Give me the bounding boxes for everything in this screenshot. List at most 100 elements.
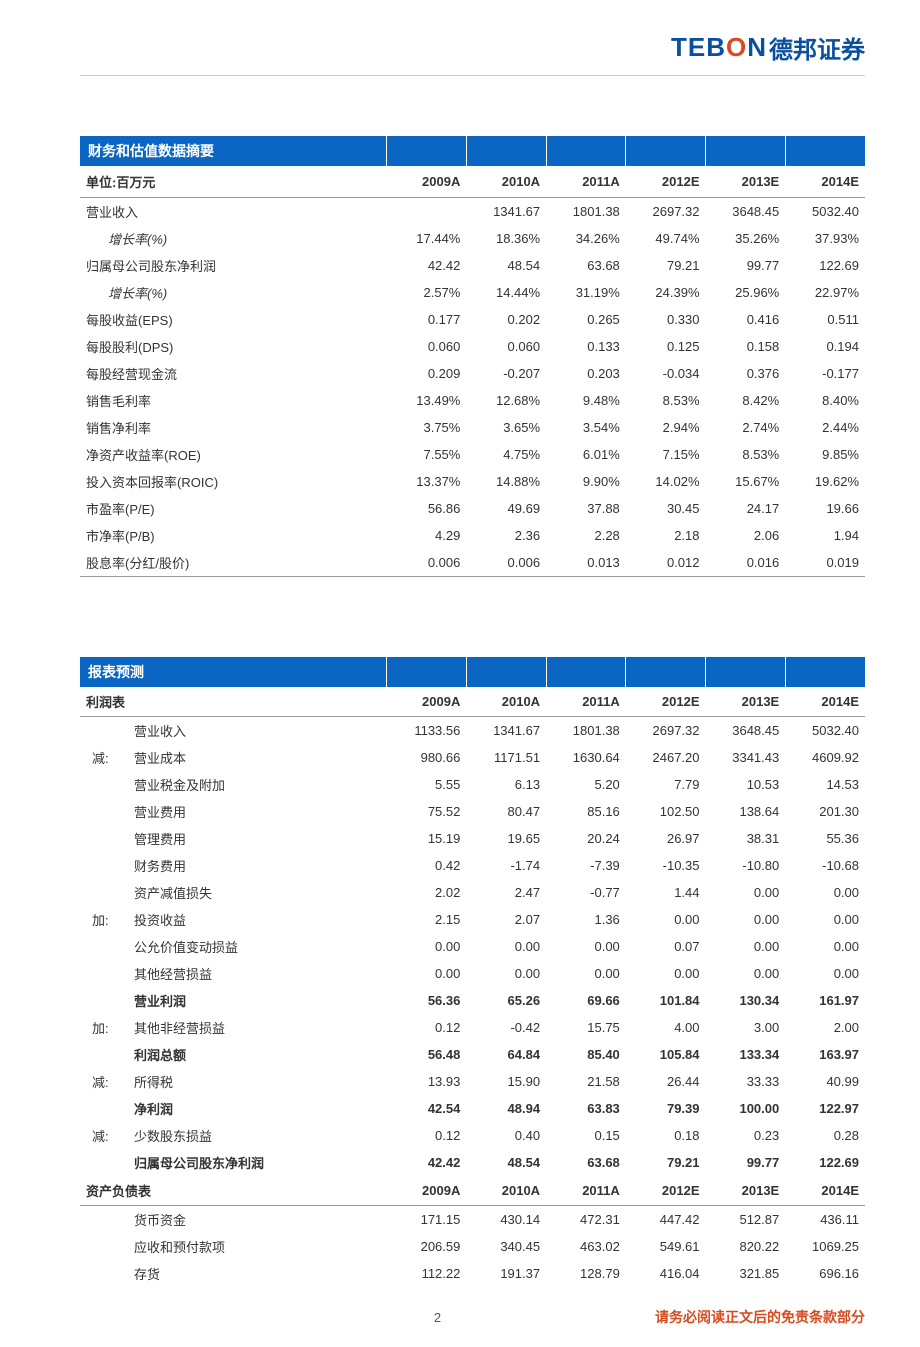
row-label: 增长率(%) [80, 225, 387, 252]
cell-value: 2.28 [546, 522, 626, 549]
cell-value: 3.75% [387, 414, 467, 441]
cell-value: 42.42 [387, 1149, 467, 1176]
cell-value: 14.88% [466, 468, 546, 495]
row-label-text: 其他经营损益 [134, 967, 212, 982]
cell-value: 13.93 [387, 1068, 467, 1095]
table-row: 销售毛利率13.49%12.68%9.48%8.53%8.42%8.40% [80, 387, 865, 414]
row-label: 其他经营损益 [80, 960, 387, 987]
cell-value: 5032.40 [785, 198, 865, 226]
row-label: 减:所得税 [80, 1068, 387, 1095]
cell-value: 102.50 [626, 798, 706, 825]
cell-value: 85.40 [546, 1041, 626, 1068]
cell-value: 0.006 [387, 549, 467, 577]
cell-value: 85.16 [546, 798, 626, 825]
financial-summary-table: 财务和估值数据摘要单位:百万元2009A2010A2011A2012E2013E… [80, 136, 865, 577]
cell-value: 0.00 [706, 906, 786, 933]
cell-value: 30.45 [626, 495, 706, 522]
row-label-text: 营业成本 [134, 751, 186, 766]
cell-value: 99.77 [706, 1149, 786, 1176]
cell-value: 0.330 [626, 306, 706, 333]
cell-value: 0.18 [626, 1122, 706, 1149]
cell-value: 3.65% [466, 414, 546, 441]
logo-tebon: TEBON [671, 32, 767, 63]
cell-value: 0.00 [785, 960, 865, 987]
table-row: 应收和预付款项206.59340.45463.02549.61820.22106… [80, 1233, 865, 1260]
cell-value: 63.68 [546, 1149, 626, 1176]
cell-value: -0.207 [466, 360, 546, 387]
cell-value: 48.54 [466, 1149, 546, 1176]
year-header: 2012E [626, 1176, 706, 1206]
cell-value: 3648.45 [706, 717, 786, 745]
cell-value: 0.00 [785, 879, 865, 906]
table-row: 减:少数股东损益0.120.400.150.180.230.28 [80, 1122, 865, 1149]
cell-value: 0.12 [387, 1014, 467, 1041]
year-header: 2010A [466, 166, 546, 198]
cell-value: -1.74 [466, 852, 546, 879]
table-row: 加:其他非经营损益0.12-0.4215.754.003.002.00 [80, 1014, 865, 1041]
row-label-text: 其他非经营损益 [134, 1021, 225, 1036]
cell-value: 56.86 [387, 495, 467, 522]
cell-value: -0.42 [466, 1014, 546, 1041]
cell-value: 33.33 [706, 1068, 786, 1095]
year-header: 2009A [387, 687, 467, 717]
row-label: 应收和预付款项 [80, 1233, 387, 1260]
row-label: 公允价值变动损益 [80, 933, 387, 960]
row-label: 减:少数股东损益 [80, 1122, 387, 1149]
cell-value: 9.85% [785, 441, 865, 468]
row-prefix: 减: [92, 1072, 126, 1091]
cell-value: 17.44% [387, 225, 467, 252]
cell-value: 9.90% [546, 468, 626, 495]
cell-value: 0.00 [626, 906, 706, 933]
row-label-text: 利润总额 [134, 1048, 186, 1063]
cell-value: 5032.40 [785, 717, 865, 745]
row-label: 市盈率(P/E) [80, 495, 387, 522]
year-header: 2009A [387, 1176, 467, 1206]
row-label: 归属母公司股东净利润 [80, 1149, 387, 1176]
cell-value: 512.87 [706, 1206, 786, 1234]
row-label: 营业收入 [80, 198, 387, 226]
table-row: 净利润42.5448.9463.8379.39100.00122.97 [80, 1095, 865, 1122]
cell-value: 980.66 [387, 744, 467, 771]
row-prefix: 加: [92, 910, 126, 929]
table-row: 增长率(%)17.44%18.36%34.26%49.74%35.26%37.9… [80, 225, 865, 252]
logo-cn: 德邦证券 [769, 30, 865, 65]
year-header: 2014E [785, 166, 865, 198]
cell-value: 7.55% [387, 441, 467, 468]
cell-value: 2.44% [785, 414, 865, 441]
cell-value: 14.44% [466, 279, 546, 306]
cell-value: 18.36% [466, 225, 546, 252]
cell-value: 0.00 [706, 879, 786, 906]
table-row: 减:所得税13.9315.9021.5826.4433.3340.99 [80, 1068, 865, 1095]
table-row: 减:营业成本980.661171.511630.642467.203341.43… [80, 744, 865, 771]
cell-value: 0.12 [387, 1122, 467, 1149]
table-row: 归属母公司股东净利润42.4248.5463.6879.2199.77122.6… [80, 1149, 865, 1176]
cell-value: 0.00 [466, 960, 546, 987]
cell-value: 13.37% [387, 468, 467, 495]
row-label-text: 管理费用 [134, 832, 186, 847]
row-prefix: 减: [92, 748, 126, 767]
row-label: 投入资本回报率(ROIC) [80, 468, 387, 495]
row-label: 利润总额 [80, 1041, 387, 1068]
row-label: 资产减值损失 [80, 879, 387, 906]
cell-value: 1.36 [546, 906, 626, 933]
year-header: 2012E [626, 166, 706, 198]
cell-value: 4609.92 [785, 744, 865, 771]
table-row: 投入资本回报率(ROIC)13.37%14.88%9.90%14.02%15.6… [80, 468, 865, 495]
cell-value [387, 198, 467, 226]
year-header: 2013E [706, 166, 786, 198]
cell-value: 15.19 [387, 825, 467, 852]
table-row: 营业费用75.5280.4785.16102.50138.64201.30 [80, 798, 865, 825]
cell-value: 2467.20 [626, 744, 706, 771]
cell-value: 38.31 [706, 825, 786, 852]
cell-value: 105.84 [626, 1041, 706, 1068]
cell-value: 1.44 [626, 879, 706, 906]
cell-value: 19.62% [785, 468, 865, 495]
row-prefix: 减: [92, 1126, 126, 1145]
row-label: 净资产收益率(ROE) [80, 441, 387, 468]
row-label: 归属母公司股东净利润 [80, 252, 387, 279]
cell-value: 63.83 [546, 1095, 626, 1122]
cell-value: 55.36 [785, 825, 865, 852]
cell-value: 0.23 [706, 1122, 786, 1149]
cell-value: 6.13 [466, 771, 546, 798]
row-label: 市净率(P/B) [80, 522, 387, 549]
